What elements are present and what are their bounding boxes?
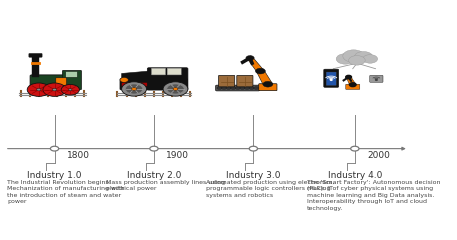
FancyBboxPatch shape xyxy=(370,75,383,82)
Circle shape xyxy=(235,87,240,90)
Circle shape xyxy=(122,82,147,96)
Circle shape xyxy=(27,83,50,96)
FancyBboxPatch shape xyxy=(56,78,67,86)
Circle shape xyxy=(163,82,188,96)
Circle shape xyxy=(150,146,158,151)
FancyBboxPatch shape xyxy=(151,68,165,75)
Circle shape xyxy=(246,56,254,60)
FancyBboxPatch shape xyxy=(32,56,39,77)
Circle shape xyxy=(350,83,356,87)
Circle shape xyxy=(244,87,250,90)
Text: Industry 1.0: Industry 1.0 xyxy=(27,171,82,180)
FancyBboxPatch shape xyxy=(167,68,181,75)
Polygon shape xyxy=(346,77,356,85)
Text: Mass production assembly lines using
electrical power: Mass production assembly lines using ele… xyxy=(106,180,226,191)
Circle shape xyxy=(336,54,355,64)
FancyBboxPatch shape xyxy=(345,84,360,90)
Circle shape xyxy=(240,87,245,90)
Circle shape xyxy=(125,84,143,94)
Circle shape xyxy=(167,84,184,94)
FancyBboxPatch shape xyxy=(63,70,81,90)
Text: Industry 2.0: Industry 2.0 xyxy=(127,171,181,180)
Text: 1800: 1800 xyxy=(67,151,90,161)
Circle shape xyxy=(351,146,359,151)
Circle shape xyxy=(263,81,273,87)
Polygon shape xyxy=(256,71,273,84)
Circle shape xyxy=(53,89,57,91)
Circle shape xyxy=(343,50,364,62)
FancyBboxPatch shape xyxy=(147,68,188,90)
Circle shape xyxy=(363,55,377,63)
Circle shape xyxy=(226,87,231,90)
Polygon shape xyxy=(122,71,149,79)
Text: 2000: 2000 xyxy=(367,151,390,161)
Circle shape xyxy=(173,88,178,90)
Circle shape xyxy=(349,56,365,65)
Circle shape xyxy=(43,83,66,96)
Circle shape xyxy=(217,87,222,90)
Text: 1900: 1900 xyxy=(166,151,189,161)
FancyBboxPatch shape xyxy=(259,84,277,91)
FancyBboxPatch shape xyxy=(324,69,339,87)
Circle shape xyxy=(345,75,351,79)
Circle shape xyxy=(330,79,332,80)
Text: Industry 3.0: Industry 3.0 xyxy=(226,171,281,180)
FancyBboxPatch shape xyxy=(120,78,187,90)
Circle shape xyxy=(50,146,58,151)
Circle shape xyxy=(120,78,128,82)
FancyBboxPatch shape xyxy=(237,75,253,87)
Circle shape xyxy=(222,87,227,90)
FancyBboxPatch shape xyxy=(29,54,42,57)
Text: The 'Smart Factory': Autonomous decision
making of cyber physical systems using
: The 'Smart Factory': Autonomous decision… xyxy=(307,180,441,211)
Circle shape xyxy=(132,88,137,90)
FancyBboxPatch shape xyxy=(30,75,69,90)
Text: Industry 4.0: Industry 4.0 xyxy=(328,171,382,180)
Circle shape xyxy=(255,68,266,74)
Circle shape xyxy=(37,89,41,91)
Text: Automated production using electronics,
programmable logic controllers (PLC), IT: Automated production using electronics, … xyxy=(206,180,334,198)
Circle shape xyxy=(355,52,372,62)
Circle shape xyxy=(254,87,259,90)
Circle shape xyxy=(69,89,72,91)
FancyBboxPatch shape xyxy=(66,72,77,77)
FancyBboxPatch shape xyxy=(218,75,235,87)
FancyBboxPatch shape xyxy=(326,72,336,85)
Polygon shape xyxy=(247,58,265,71)
Circle shape xyxy=(249,146,257,151)
Text: The Industrial Revolution begins.
Mechanization of manufacturing with
the introd: The Industrial Revolution begins. Mechan… xyxy=(7,180,124,204)
FancyBboxPatch shape xyxy=(216,85,260,91)
Circle shape xyxy=(249,87,254,90)
Circle shape xyxy=(376,79,377,80)
Circle shape xyxy=(61,84,80,95)
Circle shape xyxy=(231,87,236,90)
